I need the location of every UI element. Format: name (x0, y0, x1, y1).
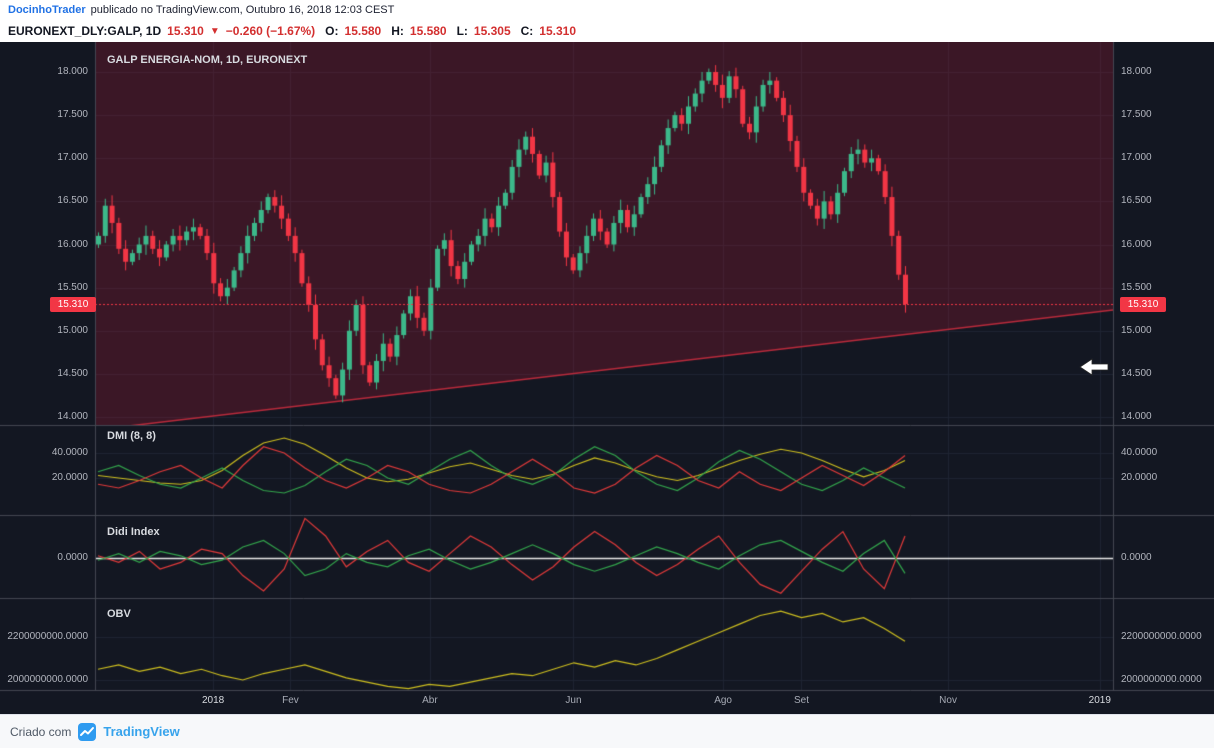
high-label: H: (391, 24, 404, 38)
tradingview-link[interactable]: TradingView (103, 724, 180, 739)
down-triangle-icon: ▼ (209, 25, 220, 37)
price-axis-label-left: 15.000 (57, 324, 88, 336)
time-axis-label: Fev (282, 695, 299, 706)
obv-axis-label-right: 2200000000.0000 (1121, 631, 1202, 642)
price-axis-label-right: 16.000 (1121, 238, 1152, 250)
low-label: L: (456, 24, 468, 38)
symbol-info-bar: EURONEXT_DLY:GALP, 1D 15.310 ▼ −0.260 (−… (0, 20, 1214, 42)
dmi-axis-label-left: 20.0000 (51, 472, 88, 483)
obv-axis-label-left: 2000000000.0000 (7, 674, 88, 685)
chart-area: GALP ENERGIA-NOM, 1D, EURONEXT DMI (8, 8… (0, 42, 1214, 714)
left-arrow-annotation (1079, 358, 1109, 376)
open-value: 15.580 (344, 24, 382, 38)
publication-header: DocinhoTrader publicado no TradingView.c… (0, 0, 1214, 20)
price-axis-label-right: 17.000 (1121, 152, 1152, 164)
time-axis-label: Set (793, 695, 809, 706)
tradingview-logo-icon[interactable] (78, 722, 97, 741)
pane-title-price: GALP ENERGIA-NOM, 1D, EURONEXT (107, 54, 308, 66)
time-axis-label: Ago (714, 695, 732, 706)
symbol-name: EURONEXT_DLY:GALP, 1D (8, 24, 162, 38)
didi-axis-label-right: 0.0000 (1121, 552, 1152, 563)
price-axis-label-left: 17.000 (57, 152, 88, 164)
last-price: 15.310 (167, 24, 204, 38)
low-value: 15.305 (473, 24, 511, 38)
close-label: C: (520, 24, 534, 38)
price-tag-left: 15.310 (50, 297, 96, 312)
publication-meta: publicado no TradingView.com, Outubro 16… (90, 4, 395, 16)
pane-title-didi: Didi Index (107, 526, 160, 538)
pane-title-obv: OBV (107, 608, 131, 620)
time-axis-label: 2018 (201, 695, 225, 706)
time-axis-label: Jun (565, 695, 582, 706)
price-axis-label-right: 15.500 (1121, 281, 1152, 293)
obv-axis-label-right: 2000000000.0000 (1121, 674, 1202, 685)
dmi-axis-label-right: 20.0000 (1121, 472, 1158, 483)
dmi-axis-label-right: 40.0000 (1121, 447, 1158, 458)
price-axis-label-right: 17.500 (1121, 109, 1152, 121)
didi-axis-label-left: 0.0000 (57, 552, 88, 563)
time-axis-label: 2019 (1088, 695, 1111, 706)
author-link[interactable]: DocinhoTrader (8, 4, 86, 16)
price-tag-right: 15.310 (1120, 297, 1166, 312)
price-axis-label-right: 14.500 (1121, 367, 1152, 379)
time-axis-label: Abr (422, 695, 438, 706)
footer: Criado com TradingView (0, 714, 1214, 748)
price-axis-label-right: 18.000 (1121, 66, 1152, 77)
price-axis-label-right: 15.000 (1121, 324, 1152, 336)
dmi-axis-label-left: 40.0000 (51, 447, 88, 458)
price-axis-label-left: 16.500 (57, 195, 88, 207)
price-axis-label-left: 16.000 (57, 238, 88, 250)
created-with-label: Criado com (10, 724, 72, 739)
price-axis-label-right: 14.000 (1121, 411, 1152, 422)
price-axis-label-left: 15.500 (57, 281, 88, 293)
price-axis-label-left: 14.500 (57, 367, 88, 379)
obv-axis-label-left: 2200000000.0000 (7, 631, 88, 642)
price-change: −0.260 (−1.67%) (225, 24, 316, 38)
price-axis-label-right: 16.500 (1121, 195, 1152, 207)
high-value: 15.580 (409, 24, 447, 38)
pane-title-dmi: DMI (8, 8) (107, 430, 156, 442)
close-value: 15.310 (539, 24, 576, 38)
price-axis-label-left: 14.000 (57, 411, 88, 422)
price-axis-label-left: 17.500 (57, 109, 88, 121)
chart-canvas[interactable] (0, 42, 1214, 714)
price-axis-label-left: 18.000 (57, 66, 88, 77)
time-axis-label: Nov (939, 695, 957, 706)
open-label: O: (325, 24, 339, 38)
